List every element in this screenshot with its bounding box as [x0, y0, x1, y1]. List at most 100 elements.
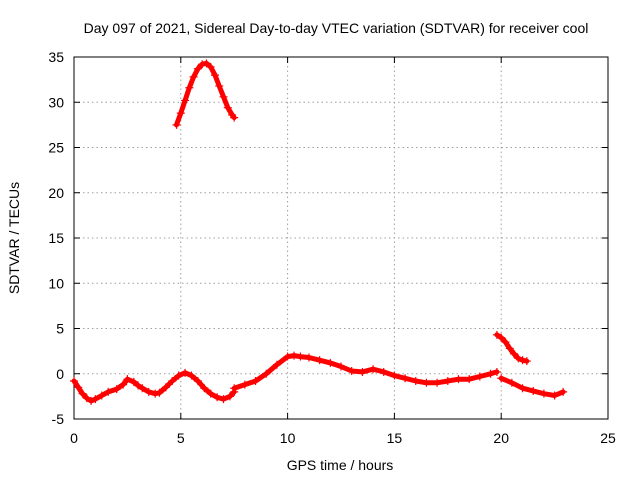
data-point	[225, 392, 234, 401]
data-point	[443, 376, 452, 385]
data-point	[501, 338, 510, 347]
data-point	[497, 374, 506, 383]
data-point	[358, 367, 367, 376]
x-axis-label: GPS time / hours	[287, 457, 394, 473]
data-point	[189, 72, 198, 81]
data-point	[230, 113, 239, 122]
series-segment-2	[172, 59, 239, 129]
data-point	[87, 396, 96, 405]
data-point	[401, 374, 410, 383]
data-point	[134, 381, 143, 390]
data-point	[290, 351, 299, 360]
data-point	[262, 369, 271, 378]
data-point	[200, 384, 209, 393]
data-point	[210, 71, 219, 80]
chart-title: Day 097 of 2021, Sidereal Day-to-day VTE…	[84, 20, 589, 36]
data-point	[213, 393, 222, 402]
data-point	[151, 389, 160, 398]
y-tick-label: 10	[48, 275, 64, 291]
y-tick-label: 20	[48, 185, 64, 201]
data-point	[138, 384, 147, 393]
series-line	[174, 60, 237, 128]
data-point	[550, 391, 559, 400]
data-point	[176, 109, 185, 118]
data-point	[91, 395, 100, 404]
data-point	[272, 360, 281, 369]
data-point	[104, 387, 113, 396]
data-point	[219, 92, 228, 101]
data-point	[326, 358, 335, 367]
data-point	[492, 367, 501, 376]
data-point	[215, 81, 224, 90]
data-point	[161, 383, 170, 392]
data-point	[518, 356, 527, 365]
data-point	[422, 378, 431, 387]
series-segment-5	[497, 374, 568, 400]
data-point	[505, 344, 514, 353]
data-point	[529, 386, 538, 395]
x-tick-label: 15	[387, 430, 403, 446]
x-tick-label: 10	[280, 430, 296, 446]
data-point	[510, 349, 519, 358]
x-tick-label: 25	[600, 430, 616, 446]
data-point	[518, 384, 527, 393]
data-point	[497, 333, 506, 342]
data-point	[369, 365, 378, 374]
data-point	[181, 368, 190, 377]
data-point	[172, 120, 181, 129]
x-tick-label: 5	[177, 430, 185, 446]
data-point	[507, 378, 516, 387]
data-point	[486, 369, 495, 378]
data-point	[174, 371, 183, 380]
y-tick-label: 35	[48, 49, 64, 65]
data-point	[119, 380, 128, 389]
data-point	[390, 371, 399, 380]
data-point	[347, 367, 356, 376]
data-point	[112, 385, 121, 394]
data-point	[514, 354, 523, 363]
data-point	[296, 352, 305, 361]
y-tick-label: 30	[48, 94, 64, 110]
data-point	[185, 83, 194, 92]
data-point	[465, 375, 474, 384]
data-point	[187, 371, 196, 380]
x-axis: 0 5 10 15 20 25	[70, 57, 616, 446]
data-point	[74, 383, 83, 392]
data-point	[230, 384, 239, 393]
data-point	[129, 377, 138, 386]
series	[70, 59, 568, 405]
y-axis-label: SDTVAR / TECUs	[6, 182, 22, 294]
data-point	[198, 60, 207, 69]
y-tick-label: 5	[56, 321, 64, 337]
data-point	[475, 372, 484, 381]
data-point	[70, 376, 78, 385]
data-point	[304, 353, 313, 362]
data-point	[155, 388, 164, 397]
data-point	[97, 391, 106, 400]
data-point	[492, 330, 501, 339]
y-axis: -5 0 5 10 15 20 25 30 35	[48, 49, 608, 427]
data-point	[559, 387, 568, 396]
series-line	[498, 375, 566, 398]
data-point	[78, 389, 87, 398]
data-point	[168, 376, 177, 385]
data-point	[315, 356, 324, 365]
y-tick-label: 25	[48, 140, 64, 156]
data-point	[206, 62, 215, 71]
data-point	[522, 357, 531, 366]
data-point	[433, 378, 442, 387]
data-point	[144, 387, 153, 396]
data-point	[539, 389, 548, 398]
data-point	[193, 376, 202, 385]
data-point	[240, 380, 249, 389]
y-tick-label: 0	[56, 366, 64, 382]
series-segment-3	[230, 351, 501, 393]
data-point	[82, 394, 91, 403]
data-point	[379, 367, 388, 376]
data-point	[202, 59, 211, 68]
y-tick-label: 15	[48, 230, 64, 246]
data-point	[251, 376, 260, 385]
x-tick-label: 20	[493, 430, 509, 446]
data-point	[181, 96, 190, 105]
